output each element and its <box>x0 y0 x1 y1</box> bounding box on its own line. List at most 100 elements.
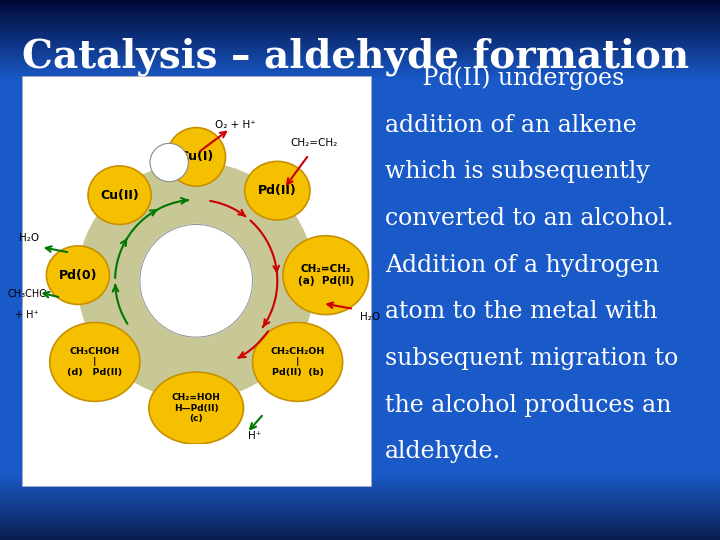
Text: H₂O: H₂O <box>19 233 40 243</box>
Bar <box>0 471 720 474</box>
Bar <box>0 139 720 140</box>
Bar <box>0 101 720 103</box>
Text: atom to the metal with: atom to the metal with <box>385 300 657 323</box>
Bar <box>0 293 720 295</box>
Bar <box>0 137 720 139</box>
Bar <box>0 463 720 464</box>
Bar <box>0 36 720 38</box>
Bar <box>0 258 720 259</box>
Bar <box>0 174 720 177</box>
Text: O₂ + H⁺: O₂ + H⁺ <box>215 120 256 130</box>
Bar <box>0 363 720 366</box>
Text: aldehyde.: aldehyde. <box>385 440 501 463</box>
Ellipse shape <box>50 322 140 401</box>
Bar <box>0 309 720 312</box>
Bar <box>0 47 720 49</box>
Bar <box>0 207 720 209</box>
Bar <box>0 437 720 439</box>
Bar <box>0 263 720 265</box>
Bar <box>0 439 720 441</box>
Bar <box>0 329 720 331</box>
Bar <box>0 232 720 234</box>
Bar <box>0 77 720 79</box>
Bar <box>0 85 720 86</box>
Bar <box>0 173 720 174</box>
Bar <box>0 443 720 444</box>
Bar <box>0 225 720 227</box>
Bar <box>0 144 720 146</box>
Bar <box>0 481 720 482</box>
Bar <box>0 482 720 484</box>
Text: H₂O: H₂O <box>359 312 379 322</box>
Bar <box>0 191 720 193</box>
Bar <box>0 412 720 414</box>
Bar <box>0 130 720 131</box>
Circle shape <box>140 225 253 337</box>
Bar <box>0 108 720 110</box>
Bar <box>0 380 720 382</box>
Bar <box>0 209 720 211</box>
Ellipse shape <box>245 161 310 220</box>
Bar <box>0 131 720 133</box>
Bar <box>0 504 720 506</box>
Bar <box>0 23 720 25</box>
Text: CH₂=HOH
H—Pd(II)
(c): CH₂=HOH H—Pd(II) (c) <box>172 393 220 423</box>
Text: H⁺: H⁺ <box>248 431 261 441</box>
Bar <box>0 322 720 324</box>
Bar <box>0 479 720 481</box>
Bar <box>0 326 720 328</box>
Bar <box>0 189 720 191</box>
Bar <box>0 45 720 47</box>
Bar <box>0 335 720 336</box>
Bar <box>0 200 720 201</box>
Bar <box>0 394 720 396</box>
Bar <box>0 187 720 189</box>
Text: CH₂=CH₂: CH₂=CH₂ <box>291 138 338 149</box>
Bar <box>0 441 720 443</box>
Bar <box>0 488 720 490</box>
Bar <box>0 227 720 228</box>
Bar <box>0 90 720 92</box>
Bar <box>0 15 720 16</box>
Bar <box>0 342 720 344</box>
Bar <box>0 162 720 164</box>
Bar <box>0 140 720 142</box>
Bar <box>0 167 720 169</box>
Bar <box>0 290 720 292</box>
Bar <box>0 474 720 475</box>
Text: converted to an alcohol.: converted to an alcohol. <box>385 207 674 230</box>
Bar <box>0 88 720 90</box>
Ellipse shape <box>167 127 225 186</box>
Bar <box>0 110 720 112</box>
Bar <box>0 54 720 56</box>
Bar <box>0 123 720 124</box>
Text: subsequent migration to: subsequent migration to <box>385 347 678 370</box>
Text: addition of an alkene: addition of an alkene <box>385 113 637 137</box>
Bar <box>0 171 720 173</box>
Bar <box>0 50 720 52</box>
Bar <box>0 103 720 104</box>
Bar <box>0 464 720 466</box>
Bar <box>0 112 720 113</box>
Bar <box>0 12 720 15</box>
Text: Cu(I): Cu(I) <box>179 151 213 164</box>
Bar <box>0 65 720 66</box>
Bar <box>0 302 720 304</box>
Bar <box>0 155 720 157</box>
Bar <box>0 66 720 69</box>
Bar <box>0 169 720 171</box>
Bar <box>0 211 720 212</box>
Bar <box>0 31 720 32</box>
Bar <box>0 477 720 479</box>
Bar <box>0 5 720 7</box>
Bar <box>0 522 720 524</box>
Bar <box>0 508 720 509</box>
Bar <box>0 470 720 471</box>
Bar <box>0 201 720 204</box>
Bar <box>0 150 720 151</box>
Bar <box>0 104 720 106</box>
Bar <box>0 236 720 238</box>
Bar <box>0 184 720 185</box>
Bar <box>0 275 720 277</box>
Bar <box>0 396 720 398</box>
